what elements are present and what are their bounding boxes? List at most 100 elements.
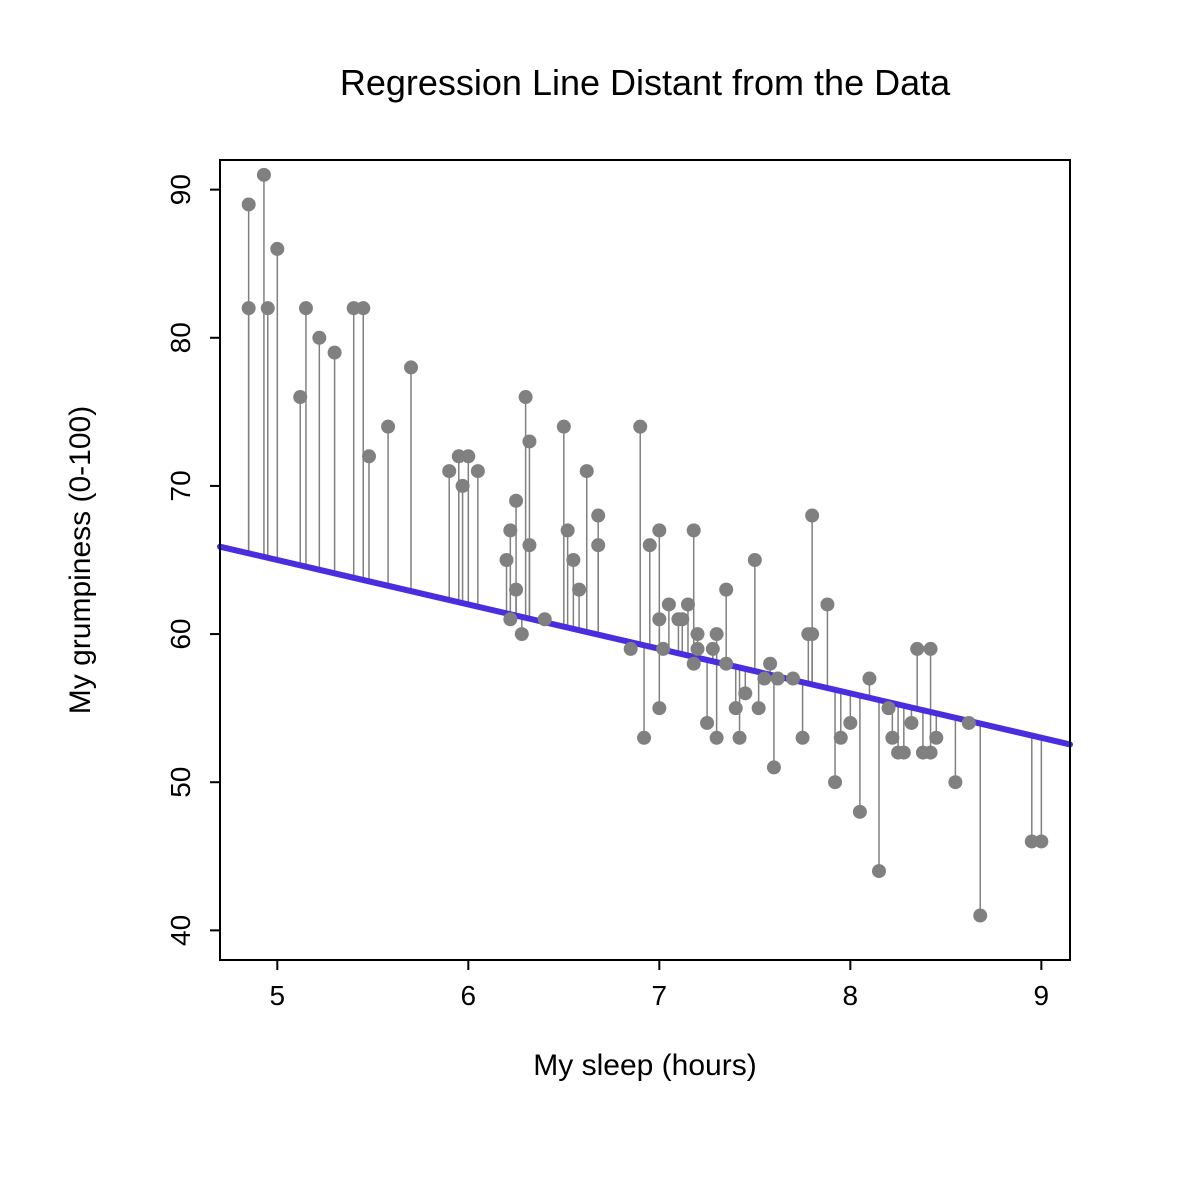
y-axis-label: My grumpiness (0-100) [64,406,97,714]
data-point [356,301,370,315]
data-point [786,672,800,686]
x-axis: 5 6 7 8 9 [270,960,1050,1011]
data-point [471,464,485,478]
data-point [591,509,605,523]
scatter-chart: Regression Line Distant from the Data 5 6… [0,0,1200,1200]
data-point [948,775,962,789]
data-point [522,538,536,552]
data-point [509,583,523,597]
data-point [312,331,326,345]
data-point [687,523,701,537]
data-point [752,701,766,715]
data-point [522,434,536,448]
data-point [924,642,938,656]
data-point [381,420,395,434]
data-point [962,716,976,730]
data-point [519,390,533,404]
data-point [662,597,676,611]
data-point [293,390,307,404]
y-tick-label: 90 [165,174,196,205]
data-point [687,657,701,671]
data-point [691,642,705,656]
data-point [591,538,605,552]
data-point [442,464,456,478]
x-tick-label: 5 [270,980,286,1011]
data-point [929,731,943,745]
data-point [885,731,899,745]
plot-area [220,160,1070,960]
data-point [862,672,876,686]
data-point [656,642,670,656]
y-tick-label: 60 [165,618,196,649]
data-point [757,672,771,686]
data-point [738,686,752,700]
data-point [299,301,313,315]
data-point [624,642,638,656]
data-point [706,642,720,656]
data-point [404,360,418,374]
x-axis-label: My sleep (hours) [533,1049,756,1082]
y-tick-label: 40 [165,915,196,946]
data-point [557,420,571,434]
data-point [973,909,987,923]
y-axis: 40 50 60 70 80 90 [165,174,220,946]
data-point [572,583,586,597]
data-point [843,716,857,730]
data-point [924,746,938,760]
data-point [261,301,275,315]
plot-border [220,160,1070,960]
data-point [643,538,657,552]
data-point [710,731,724,745]
data-point [805,509,819,523]
data-point [710,627,724,641]
data-point [580,464,594,478]
chart-svg: Regression Line Distant from the Data 5 6… [0,0,1200,1200]
data-point [500,553,514,567]
data-point [633,420,647,434]
data-point [328,346,342,360]
data-point [820,597,834,611]
data-point [675,612,689,626]
data-point [691,627,705,641]
data-point [748,553,762,567]
data-point [1034,834,1048,848]
data-point [561,523,575,537]
data-point [652,523,666,537]
y-tick-label: 70 [165,470,196,501]
data-point [257,168,271,182]
data-point [652,612,666,626]
data-point [637,731,651,745]
data-point [700,716,714,730]
data-point [904,716,918,730]
data-point [771,672,785,686]
x-tick-label: 8 [843,980,859,1011]
data-point [503,612,517,626]
data-point [828,775,842,789]
data-point [681,597,695,611]
data-point [270,242,284,256]
x-tick-label: 6 [461,980,477,1011]
data-point [719,583,733,597]
data-point [242,197,256,211]
data-point [515,627,529,641]
data-point [566,553,580,567]
y-tick-label: 80 [165,322,196,353]
data-point [872,864,886,878]
data-point [882,701,896,715]
data-point [796,731,810,745]
y-tick-label: 50 [165,767,196,798]
data-point [729,701,743,715]
data-point [242,301,256,315]
x-tick-label: 9 [1034,980,1050,1011]
regression-line [220,547,1070,745]
chart-title: Regression Line Distant from the Data [340,62,951,103]
data-point [503,523,517,537]
data-point [461,449,475,463]
data-point [538,612,552,626]
data-point [897,746,911,760]
x-tick-label: 7 [652,980,668,1011]
data-point [362,449,376,463]
data-point [456,479,470,493]
data-point [834,731,848,745]
data-point [767,760,781,774]
